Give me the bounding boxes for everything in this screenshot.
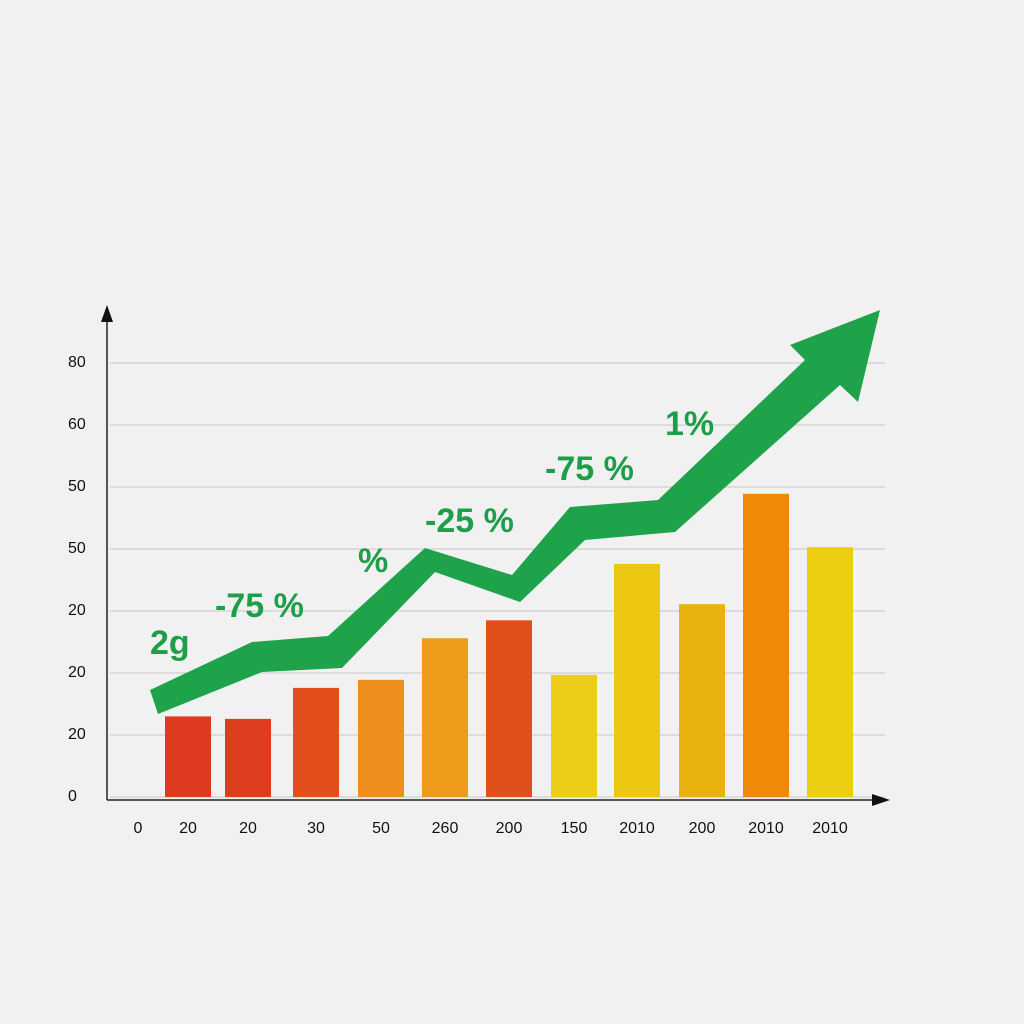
bar xyxy=(486,620,532,797)
trend-arrow xyxy=(150,310,880,714)
y-tick-label: 50 xyxy=(68,540,86,557)
y-tick-label: 20 xyxy=(68,726,86,743)
bar xyxy=(358,679,404,797)
bar xyxy=(293,687,339,797)
y-tick-label: 0 xyxy=(68,788,77,805)
y-tick-label: 20 xyxy=(68,664,86,681)
x-tick-label: 150 xyxy=(561,820,588,837)
bar xyxy=(679,604,725,797)
bar xyxy=(225,718,271,797)
x-axis-arrow xyxy=(872,794,890,806)
y-tick-label: 20 xyxy=(68,602,86,619)
bar xyxy=(165,716,211,797)
annotation: % xyxy=(358,542,388,580)
x-tick-label: 30 xyxy=(307,820,325,837)
annotation: -75 % xyxy=(545,450,634,488)
x-origin-label: 0 xyxy=(134,820,143,837)
annotation: -25 % xyxy=(425,502,514,540)
y-tick-label: 80 xyxy=(68,354,86,371)
y-tick-label: 50 xyxy=(68,478,86,495)
bar xyxy=(743,493,789,797)
x-tick-label: 20 xyxy=(179,820,197,837)
x-tick-label: 2010 xyxy=(748,820,784,837)
bar xyxy=(807,547,853,797)
annotation: 1% xyxy=(665,405,714,443)
x-tick-label: 50 xyxy=(372,820,390,837)
x-tick-label: 2010 xyxy=(812,820,848,837)
bar xyxy=(551,674,597,797)
annotation: 2g xyxy=(150,624,190,662)
x-tick-label: 20 xyxy=(239,820,257,837)
bars xyxy=(165,493,853,797)
bar xyxy=(614,563,660,797)
x-tick-label: 2010 xyxy=(619,820,655,837)
y-axis-arrow xyxy=(101,305,113,322)
y-tick-label: 60 xyxy=(68,416,86,433)
x-tick-label: 260 xyxy=(432,820,459,837)
x-tick-label: 200 xyxy=(496,820,523,837)
bar xyxy=(422,638,468,797)
x-tick-label: 200 xyxy=(689,820,716,837)
annotation: -75 % xyxy=(215,587,304,625)
